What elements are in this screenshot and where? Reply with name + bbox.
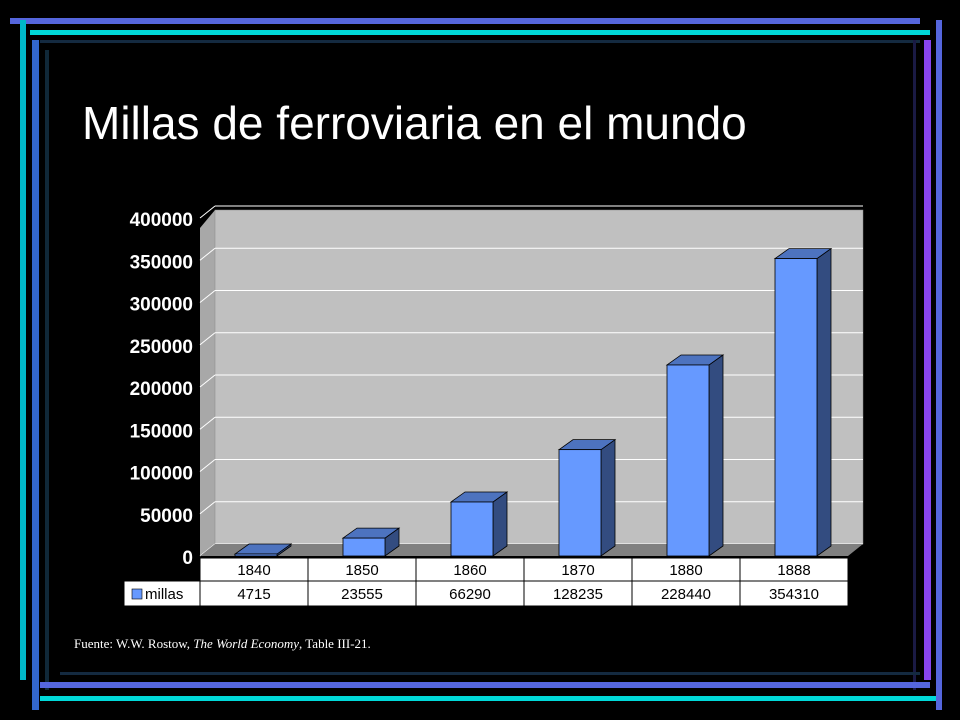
- gridline-side: [199, 374, 216, 388]
- data-label: 66290: [449, 586, 491, 603]
- gridline-side: [199, 416, 216, 430]
- bar-side: [492, 491, 508, 557]
- bar: [342, 537, 386, 557]
- deco-line-top-dark: [40, 40, 920, 43]
- y-tick-label: 400000: [130, 210, 193, 231]
- deco-line-left-cyan: [20, 20, 26, 680]
- legend-swatch: [131, 588, 143, 600]
- deco-line-top-cyan: [30, 30, 930, 35]
- gridline-side: [199, 247, 216, 261]
- deco-line-bottom-dark: [60, 672, 920, 675]
- legend-label: millas: [145, 586, 183, 603]
- gridline-side: [199, 290, 216, 303]
- deco-line-right-purple: [924, 40, 931, 680]
- y-tick-label: 250000: [130, 337, 193, 358]
- data-table-value-row: [123, 580, 849, 607]
- deco-line-bottom-blue: [40, 682, 930, 688]
- deco-line-top-blue: [10, 18, 920, 24]
- bar: [234, 553, 278, 557]
- deco-line-right-blue: [936, 20, 942, 710]
- source-prefix: Fuente: W.W. Rostow,: [74, 636, 194, 651]
- x-tick-label: 1880: [669, 562, 702, 579]
- bar-side: [708, 354, 724, 557]
- y-tick-label: 200000: [130, 379, 193, 400]
- bar: [558, 449, 602, 557]
- deco-line-right-dark: [913, 40, 916, 690]
- x-tick-label: 1870: [561, 562, 594, 579]
- data-label: 4715: [237, 586, 270, 603]
- gridline-side: [199, 205, 216, 219]
- plot-back-wall: [214, 209, 864, 545]
- x-tick-label: 1850: [345, 562, 378, 579]
- plot-floor: [200, 544, 863, 556]
- deco-line-bottom-cyan: [40, 696, 936, 701]
- gridline-side: [199, 459, 216, 472]
- bar: [450, 501, 494, 557]
- gridline-side: [199, 501, 216, 515]
- bar: [666, 364, 710, 557]
- data-label: 354310: [769, 586, 819, 603]
- y-tick-label: 350000: [130, 252, 193, 273]
- source-citation: Fuente: W.W. Rostow, The World Economy, …: [74, 636, 371, 652]
- x-tick-label: 1860: [453, 562, 486, 579]
- data-label: 228440: [661, 586, 711, 603]
- y-tick-label: 150000: [130, 421, 193, 442]
- source-suffix: , Table III-21.: [299, 636, 371, 651]
- bar: [774, 258, 818, 557]
- y-tick-label: 300000: [130, 295, 193, 316]
- data-label: 128235: [553, 586, 603, 603]
- deco-line-left-blue: [32, 40, 39, 710]
- y-tick-label: 0: [182, 548, 193, 569]
- source-book-title: The World Economy: [193, 636, 299, 651]
- data-label: 23555: [341, 586, 383, 603]
- deco-line-left-dark: [45, 50, 49, 690]
- y-tick-label: 50000: [140, 506, 193, 527]
- bar-side: [816, 247, 832, 557]
- gridline-side: [199, 332, 216, 346]
- bar-side: [600, 438, 616, 557]
- x-tick-label: 1840: [237, 562, 270, 579]
- x-tick-label: 1888: [777, 562, 810, 579]
- slide-title: Millas de ferroviaria en el mundo: [82, 97, 747, 149]
- plot-side-wall: [200, 210, 215, 556]
- y-tick-label: 100000: [130, 464, 193, 485]
